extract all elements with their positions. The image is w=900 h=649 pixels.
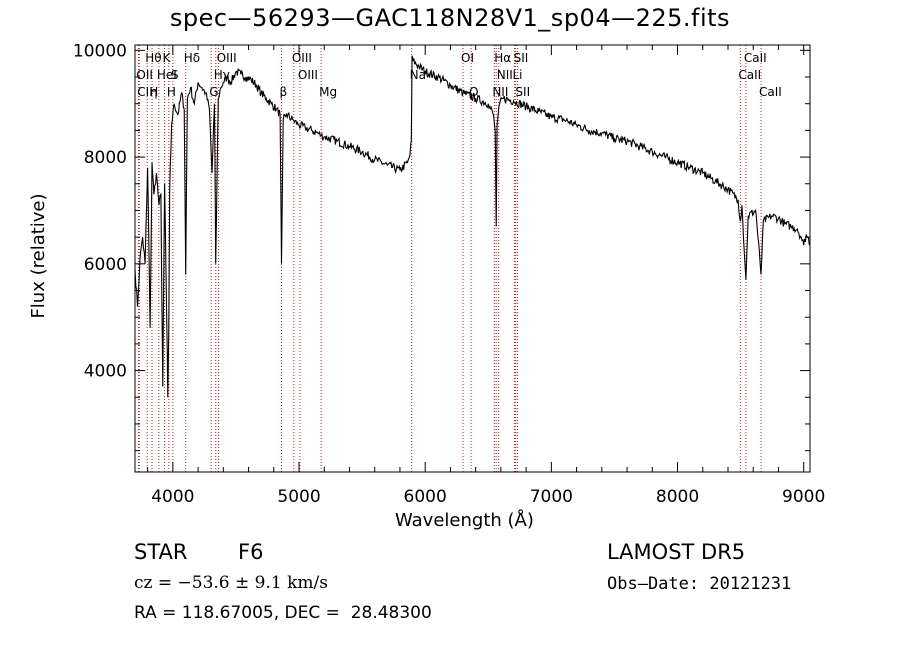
redshift-cz: cz = −53.6 ± 9.1 km/s (134, 573, 328, 593)
line-label: HeI (157, 68, 177, 82)
line-label: NII (492, 85, 508, 99)
spectrum-series (134, 55, 811, 398)
line-label: OIII (298, 68, 318, 82)
line-label: OI (461, 51, 474, 65)
spectrum-line (134, 55, 811, 398)
x-tick-label: 6000 (404, 487, 447, 507)
line-label: CaII (738, 68, 761, 82)
ticks-group: 4000 5000 6000 7000 8000 9000 4000 6000 8000 1000… (73, 41, 825, 507)
line-label: H (167, 85, 176, 99)
line-label: OIII (217, 51, 237, 65)
line-label: S (171, 68, 179, 82)
line-label: Hγ (214, 68, 230, 82)
object-class: STAR (134, 540, 188, 564)
y-tick-label: 10000 (73, 41, 127, 61)
subclass: F6 (238, 540, 264, 564)
line-label: η (150, 85, 158, 99)
line-markers-group (137, 45, 762, 472)
line-label: Li (513, 68, 523, 82)
x-axis-label: Wavelength (Å) (395, 510, 534, 531)
line-label: SII (514, 51, 529, 65)
line-label: NII (497, 68, 513, 82)
line-label: Na (410, 68, 426, 82)
survey-name: LAMOST DR5 (607, 540, 746, 564)
line-label: CIH (137, 85, 158, 99)
line-label: CaII (759, 85, 782, 99)
line-label: Hθ (145, 51, 161, 65)
line-label: SII (515, 85, 530, 99)
observation-date: Obs—Date: 20121231 (607, 574, 792, 594)
x-tick-label: 7000 (530, 487, 573, 507)
line-label: O (469, 85, 478, 99)
y-tick-label: 8000 (84, 148, 127, 168)
line-label: Hα (494, 51, 511, 65)
line-label: Hδ (184, 51, 200, 65)
axes-group (134, 44, 811, 473)
x-tick-label: 9000 (782, 487, 825, 507)
x-tick-label: 8000 (656, 487, 699, 507)
line-label: OIII (292, 51, 312, 65)
line-label: K (163, 51, 172, 65)
line-label: CaII (744, 51, 767, 65)
line-label: β (279, 85, 287, 99)
plot-frame (134, 44, 811, 473)
x-tick-label: 5000 (277, 487, 320, 507)
y-tick-label: 6000 (84, 255, 127, 275)
line-label: OII (136, 68, 153, 82)
coordinates: RA = 118.67005, DEC = 28.48300 (134, 603, 432, 623)
line-label: G (209, 85, 218, 99)
y-tick-label: 4000 (84, 362, 127, 382)
x-tick-label: 4000 (151, 487, 194, 507)
chart-title: spec—56293—GAC118N28V1_sp04—225.fits (169, 4, 731, 32)
y-axis-label: Flux (relative) (28, 193, 49, 319)
line-label: Mg (319, 85, 337, 99)
